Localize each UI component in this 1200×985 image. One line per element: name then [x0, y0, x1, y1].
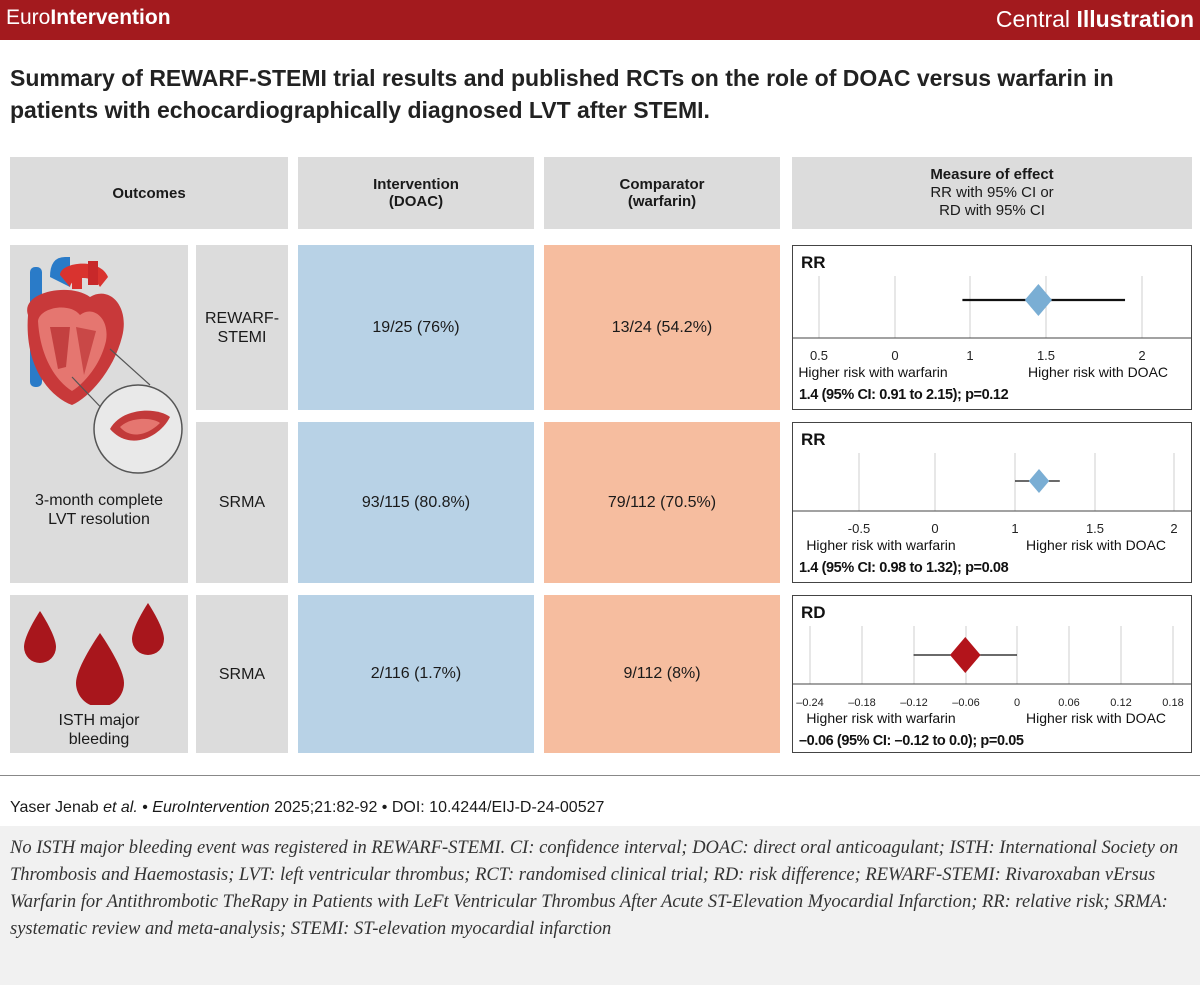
tick-label: 0.12 [1110, 697, 1131, 709]
header-outcomes: Outcomes [10, 157, 288, 229]
comparator-value-row1: 13/24 (54.2%) [611, 318, 713, 336]
comparator-cell-row2: 79/112 (70.5%) [544, 422, 780, 583]
intervention-cell-row1: 19/25 (76%) [298, 245, 534, 410]
comparator-cell-row3: 9/112 (8%) [544, 595, 780, 753]
measure-label: RD [801, 603, 826, 622]
outcome-lvt-cell: 3-month complete LVT resolution [10, 245, 188, 583]
tick-label: 1 [966, 348, 973, 363]
brand-regular: Euro [6, 6, 51, 29]
comparator-cell-row1: 13/24 (54.2%) [544, 245, 780, 410]
tick-label: 0.5 [810, 348, 828, 363]
label-regular: Central [995, 6, 1077, 32]
tick-label: 0.18 [1162, 697, 1183, 709]
outcome-lvt-label: 3-month complete LVT resolution [10, 491, 188, 529]
effect-result-text: 1.4 (95% CI: 0.91 to 2.15); p=0.12 [799, 387, 1009, 403]
source-cell-row2: SRMA [196, 422, 288, 583]
tick-label: 0 [1014, 697, 1020, 709]
point-estimate-diamond [1024, 284, 1052, 316]
page-title: Summary of REWARF-STEMI trial results an… [10, 65, 1114, 123]
source-cell-row3: SRMA [196, 595, 288, 753]
measure-label: RR [801, 253, 826, 272]
effect-result-text: –0.06 (95% CI: –0.12 to 0.0); p=0.05 [799, 733, 1024, 749]
header-bar: EuroIntervention Central Illustration [0, 0, 1200, 40]
citation-separator: • [137, 799, 153, 816]
source-row2-label: SRMA [218, 494, 266, 511]
tick-label: 1.5 [1037, 348, 1055, 363]
header-measure-of-effect: Measure of effect RR with 95% CI or RD w… [792, 157, 1192, 229]
forest-plot-svg-row2: RR -0.5 0 1 1.5 2 Higher risk with warfarin Hig… [793, 430, 1191, 576]
tick-label: 1 [1011, 521, 1018, 536]
intervention-cell-row2: 93/115 (80.8%) [298, 422, 534, 583]
outcome-lvt-line2: LVT resolution [48, 511, 150, 528]
outcome-bleeding-label: ISTH major bleeding [10, 711, 188, 749]
right-risk-label: Higher risk with DOAC [1026, 710, 1166, 726]
header-comparator-line2: (warfarin) [627, 193, 697, 210]
outcome-bleeding-cell: ISTH major bleeding [10, 595, 188, 753]
abbreviation-legend: No ISTH major bleeding event was registe… [10, 838, 1179, 939]
footer-divider [0, 775, 1200, 776]
header-intervention: Intervention (DOAC) [298, 157, 534, 229]
header-effect-line3: RD with 95% CI [939, 202, 1045, 219]
citation: Yaser Jenab et al. • EuroIntervention 20… [10, 799, 604, 817]
intervention-value-row3: 2/116 (1.7%) [370, 665, 462, 682]
forest-plot-svg-row1: RR 0.5 0 1 1.5 2 Higher risk with warfarin High… [793, 253, 1191, 403]
outcome-lvt-line1: 3-month complete [34, 492, 164, 509]
header-comparator-line1: Comparator [619, 176, 705, 193]
effect-result-text: 1.4 (95% CI: 0.98 to 1.32); p=0.08 [799, 560, 1009, 576]
citation-authors: Yaser Jenab [10, 799, 104, 816]
header-intervention-line2: (DOAC) [388, 193, 444, 210]
citation-details: 2025;21:82-92 • DOI: 10.4244/EIJ-D-24-00… [269, 799, 605, 816]
journal-brand: EuroIntervention [6, 6, 171, 30]
tick-label: 0.06 [1058, 697, 1079, 709]
tick-label: –0.18 [848, 697, 876, 709]
intervention-value-row2: 93/115 (80.8%) [361, 493, 471, 511]
source-row1-line2: STEMI [217, 328, 267, 346]
left-risk-label: Higher risk with warfarin [806, 537, 955, 553]
header-outcomes-label: Outcomes [112, 184, 186, 202]
comparator-value-row2: 79/112 (70.5%) [607, 493, 717, 511]
tick-label: 0 [891, 348, 898, 363]
outcome-bleeding-line2: bleeding [68, 731, 130, 748]
intervention-value-row1: 19/25 (76%) [372, 318, 460, 336]
left-risk-label: Higher risk with warfarin [806, 710, 955, 726]
right-risk-label: Higher risk with DOAC [1028, 364, 1168, 380]
blood-drops-icon [24, 603, 164, 705]
header-intervention-line1: Intervention [373, 176, 459, 193]
forest-plot-svg-row3: RD–0.24 –0.18 –0.12 –0.06 0 0.06 0.12 0.18Highe… [793, 603, 1191, 749]
comparator-value-row3: 9/112 (8%) [623, 665, 701, 682]
tick-label: 0 [931, 521, 938, 536]
tick-label: –0.12 [900, 697, 928, 709]
source-row3-label: SRMA [218, 665, 266, 683]
point-estimate-diamond [949, 637, 981, 673]
central-illustration-label: Central Illustration [996, 6, 1194, 33]
header-effect-line1: Measure of effect [930, 166, 1054, 183]
forest-plot-row1: RR 0.5 0 1 1.5 2 Higher risk with warfarin High… [792, 245, 1192, 410]
brand-bold: Intervention [50, 6, 171, 29]
citation-etal: et al. [103, 799, 138, 816]
tick-label: 1.5 [1086, 521, 1104, 536]
label-bold: Illustration [1076, 6, 1194, 32]
tick-label: -0.5 [848, 521, 870, 536]
point-estimate-diamond [1028, 469, 1050, 493]
header-comparator: Comparator (warfarin) [544, 157, 780, 229]
source-cell-row1: REWARF- STEMI [196, 245, 288, 410]
right-risk-label: Higher risk with DOAC [1026, 537, 1166, 553]
tick-label: –0.24 [796, 697, 824, 709]
forest-plot-row3: RD –0.24 –0.18 –0.12 –0.06 0 0.06 0.12 0.18 Highe… [792, 595, 1192, 753]
forest-plot-row2: RR -0.5 0 1 1.5 2 Higher risk with warfarin Hig… [792, 422, 1192, 583]
left-risk-label: Higher risk with warfarin [798, 364, 947, 380]
header-effect-line2: RR with 95% CI or [930, 184, 1054, 201]
tick-label: 2 [1138, 348, 1145, 363]
legend-panel [0, 826, 1200, 985]
outcome-bleeding-line1: ISTH major [58, 712, 140, 729]
tick-label: 2 [1170, 521, 1177, 536]
source-row1-line1: REWARF- [204, 309, 280, 327]
tick-label: –0.06 [952, 697, 980, 709]
citation-journal: EuroIntervention [152, 799, 270, 816]
measure-label: RR [801, 430, 826, 449]
intervention-cell-row3: 2/116 (1.7%) [298, 595, 534, 753]
heart-illustration [27, 257, 183, 474]
